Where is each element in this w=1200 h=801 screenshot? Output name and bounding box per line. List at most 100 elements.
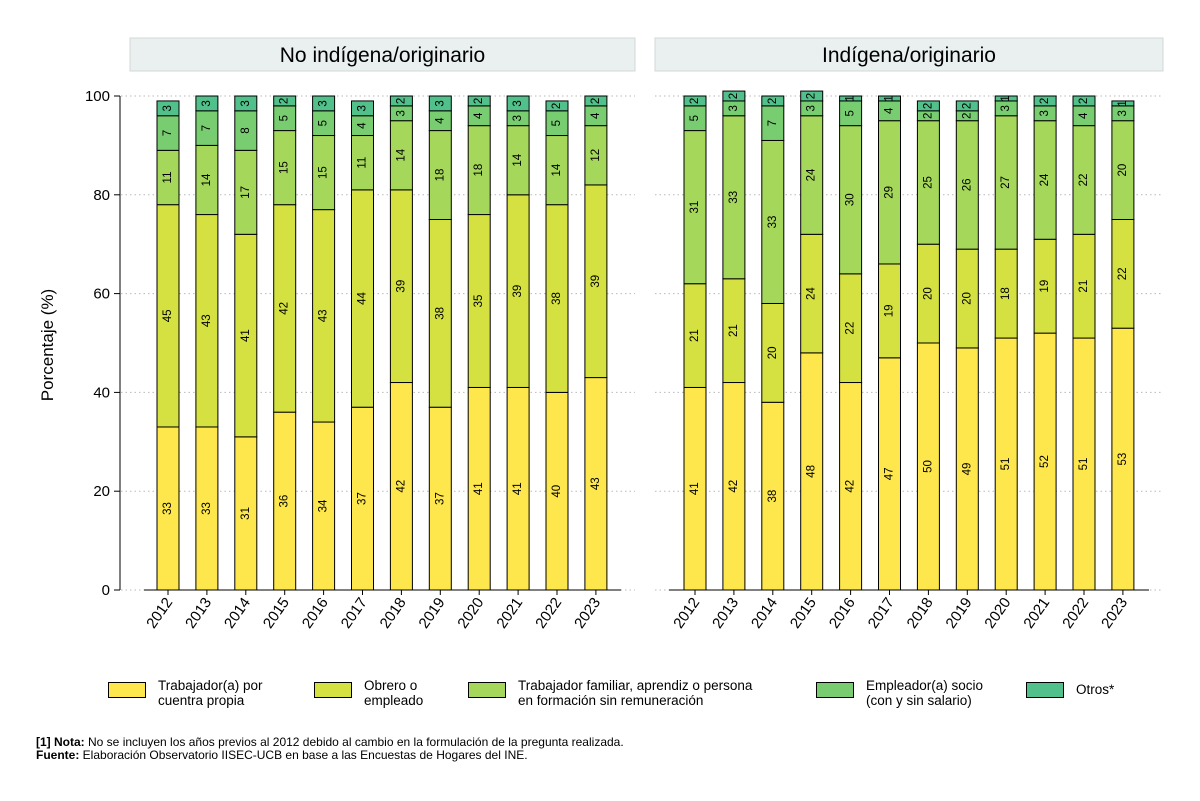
panel-header (654, 37, 1164, 72)
data-label: 4 (473, 112, 485, 119)
legend-item-otros: Otros* (1026, 678, 1114, 698)
bar-segment (761, 95, 785, 107)
x-tick-label: 2013 (182, 595, 215, 632)
x-tick-label: 2022 (1059, 595, 1092, 632)
data-label: 34 (318, 499, 330, 512)
legend: Trabajador(a) por cuentra propia Obrero … (108, 678, 1188, 718)
x-tick-label: 2020 (454, 595, 487, 632)
legend-label: Empleador(a) socio (con y sin salario) (866, 678, 984, 708)
data-label: 5 (845, 110, 857, 116)
bar-segment (722, 90, 746, 102)
legend-swatch (468, 682, 506, 698)
data-label: 33 (728, 191, 740, 204)
data-label: 21 (1078, 280, 1090, 293)
data-label: 38 (767, 490, 779, 503)
legend-item-empleador: Empleador(a) socio (con y sin salario) (816, 678, 983, 708)
data-label: 12 (590, 149, 602, 162)
data-label: 24 (806, 287, 818, 300)
data-label: 3 (806, 105, 818, 111)
data-label: 31 (240, 507, 252, 520)
data-label: 2 (279, 98, 291, 104)
data-label: 2 (922, 113, 934, 119)
data-label: 3 (1039, 110, 1051, 116)
legend-label: Obrero o empleado (364, 678, 424, 708)
data-label: 44 (357, 292, 369, 305)
x-tick-label: 2016 (299, 595, 332, 632)
panel-header (129, 37, 636, 72)
x-tick-label: 2017 (865, 595, 898, 632)
data-label: 51 (1000, 458, 1012, 471)
data-label: 15 (318, 166, 330, 179)
data-label: 2 (806, 93, 818, 99)
data-label: 2 (473, 98, 485, 104)
data-label: 7 (201, 125, 213, 131)
data-label: 22 (845, 322, 857, 335)
data-label: 33 (767, 216, 779, 229)
data-label: 41 (240, 329, 252, 342)
data-label: 52 (1039, 455, 1051, 468)
data-label: 49 (961, 463, 973, 476)
bar-segment (467, 95, 491, 107)
data-label: 41 (689, 482, 701, 495)
x-tick-label: 2015 (260, 595, 293, 632)
data-label: 2 (961, 103, 973, 109)
bar-segment (916, 100, 940, 112)
data-label: 8 (240, 127, 252, 133)
data-label: 40 (551, 485, 563, 498)
data-label: 4 (357, 122, 369, 129)
data-label: 47 (884, 468, 896, 481)
data-label: 14 (551, 163, 563, 176)
data-label: 2 (395, 98, 407, 104)
data-label: 20 (961, 292, 973, 305)
data-label: 37 (357, 492, 369, 505)
data-label: 18 (1000, 287, 1012, 300)
bar-segment (683, 95, 707, 107)
data-label: 21 (728, 324, 740, 337)
data-label: 30 (845, 193, 857, 206)
x-tick-label: 2018 (377, 595, 410, 632)
note-label: [1] Nota: (36, 735, 85, 749)
data-label: 3 (1000, 105, 1012, 111)
data-label: 4 (434, 117, 446, 124)
bar-segment (1111, 100, 1135, 107)
data-label: 3 (512, 100, 524, 106)
legend-label: Trabajador(a) por cuentra propia (158, 678, 263, 708)
data-label: 42 (845, 480, 857, 493)
data-label: 29 (884, 186, 896, 199)
legend-label: Otros* (1076, 682, 1115, 697)
data-label: 3 (434, 100, 446, 106)
bar-segment (428, 95, 452, 112)
x-tick-label: 2012 (143, 595, 176, 632)
data-label: 24 (1039, 173, 1051, 186)
data-label: 50 (922, 460, 934, 473)
data-label: 11 (162, 172, 174, 184)
data-label: 2 (961, 113, 973, 119)
data-label: 5 (551, 120, 563, 126)
data-label: 3 (318, 100, 330, 106)
data-label: 53 (1117, 453, 1129, 466)
data-label: 20 (1117, 164, 1129, 177)
data-label: 33 (162, 502, 174, 515)
data-label: 7 (767, 120, 779, 126)
x-tick-label: 2021 (493, 595, 526, 632)
bar-segment (506, 95, 530, 112)
data-label: 48 (806, 465, 818, 478)
x-tick-label: 2023 (571, 595, 604, 632)
bar-segment (994, 95, 1018, 102)
data-label: 3 (728, 105, 740, 111)
data-label: 18 (473, 164, 485, 177)
source-label: Fuente: (36, 748, 80, 762)
data-label: 24 (806, 168, 818, 181)
x-tick-label: 2012 (670, 595, 703, 632)
data-label: 41 (512, 482, 524, 495)
legend-item-cuenta-propia: Trabajador(a) por cuentra propia (108, 678, 263, 708)
bar-segment (800, 90, 824, 102)
x-tick-label: 2019 (943, 595, 976, 632)
data-label: 25 (922, 176, 934, 189)
source-text: Elaboración Observatorio IISEC-UCB en ba… (79, 748, 528, 762)
bar-segment (234, 95, 258, 112)
data-label: 33 (201, 502, 213, 515)
bar-segment (1033, 95, 1057, 107)
data-label: 42 (395, 480, 407, 493)
data-label: 18 (434, 169, 446, 182)
